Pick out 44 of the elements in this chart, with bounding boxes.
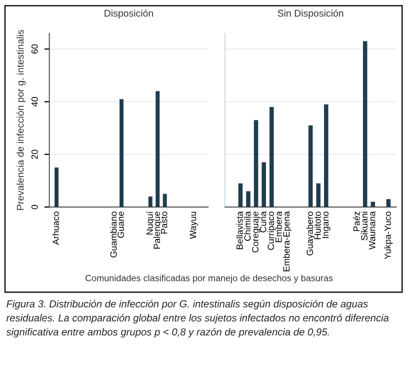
bar	[120, 99, 124, 208]
chart-title: Disposición	[104, 9, 153, 19]
x-tick-label: Pasto	[160, 212, 168, 234]
x-tick-label: Arhuaco	[52, 212, 59, 245]
x-tick-label: Waunana	[369, 211, 376, 250]
y-tick-label: 40	[31, 97, 38, 107]
x-tick-label: Coreguaje	[252, 212, 260, 252]
x-tick-label: Guambiano	[110, 212, 117, 258]
y-tick-label: 0	[31, 204, 38, 210]
x-tick-label: Embera-Epena	[282, 211, 292, 272]
bar	[246, 191, 250, 208]
bar	[238, 183, 243, 208]
x-tick-label: Sikuani	[360, 212, 368, 240]
x-tick-label: Yukpa-Yuco	[384, 212, 393, 260]
y-tick-label: 20	[31, 150, 38, 159]
x-tick-label: Huitoto	[314, 212, 321, 240]
bar	[324, 104, 328, 208]
bar	[148, 196, 152, 208]
bar	[316, 183, 321, 208]
y-axis-title: Prevalencia de infección por g. intestinalis	[16, 30, 26, 210]
x-tick-label: Palenque	[153, 212, 162, 249]
x-tick-label: Nuquí	[146, 211, 155, 235]
x-tick-label: Paéz	[353, 212, 360, 232]
x-axis-title: Comunidades clasificadas por manejo de desechos y basuras	[86, 274, 333, 284]
x-tick-label: Chimila	[244, 211, 251, 241]
bar	[308, 125, 313, 208]
chart-title: Sin Disposición	[278, 9, 344, 19]
x-tick-label: Wayuu	[190, 212, 198, 239]
bar	[54, 168, 59, 208]
bar	[262, 162, 266, 208]
x-tick-label: Embera	[275, 211, 282, 242]
x-tick-label: Guane	[118, 212, 124, 238]
x-tick-label: Guayabero	[306, 212, 315, 256]
x-tick-label: Bellavista	[236, 211, 243, 250]
bar	[156, 91, 160, 208]
x-tick-label: Curripaco	[267, 212, 276, 250]
bar	[162, 194, 167, 208]
text: Figura 3. Distribución de infección por G. intestinalis según disposición de aguas residuales. La comparación global entre los sujetos infectados no encontró diferencia significativa entre ambos grupos p < 0,8 y razón de prevalencia de 0,95.	[6, 300, 389, 338]
bar	[362, 41, 368, 208]
bar	[254, 120, 258, 208]
x-tick-label: Ingano	[322, 212, 330, 238]
bar	[269, 106, 274, 208]
x-tick-label: Cuna	[260, 211, 266, 232]
y-tick-label: 60	[31, 44, 38, 54]
